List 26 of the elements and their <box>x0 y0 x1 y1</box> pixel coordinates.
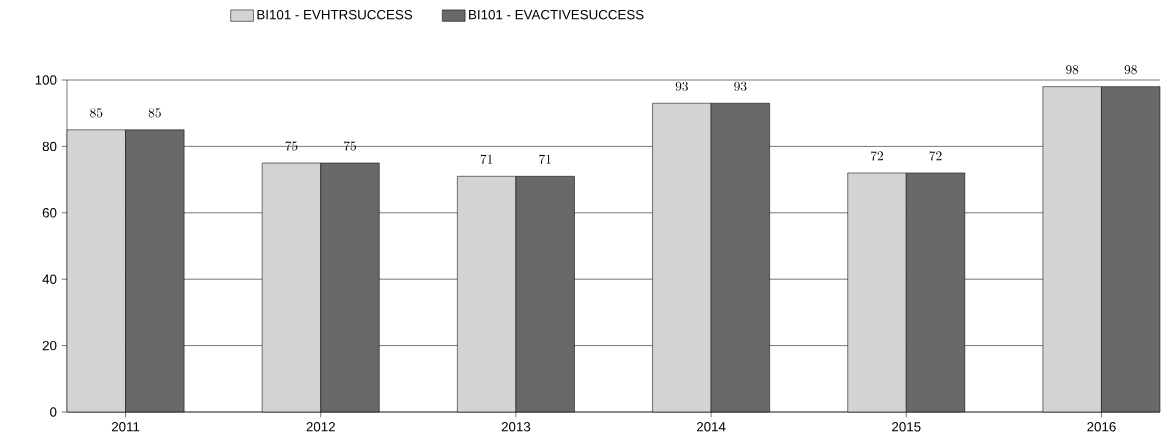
legend-label: BI101 - EVHTRSUCCESS <box>257 9 413 20</box>
data-label: 98 <box>1124 65 1137 75</box>
data-label: 75 <box>344 141 356 151</box>
data-label: 93 <box>675 81 688 91</box>
y-tick-label: 20 <box>42 340 57 351</box>
data-label: 85 <box>148 108 161 118</box>
y-tick-label: 80 <box>42 141 57 152</box>
x-tick-label: 2013 <box>501 422 531 432</box>
data-label: 98 <box>1066 65 1079 75</box>
x-tick-label: 2014 <box>696 422 726 432</box>
data-label: 72 <box>871 151 883 161</box>
y-tick-label: 100 <box>35 75 57 85</box>
data-label: 85 <box>90 108 103 118</box>
x-tick-label: 2015 <box>892 422 921 432</box>
x-tick-label: 2012 <box>306 422 335 432</box>
data-label: 72 <box>929 151 942 161</box>
y-tick-label: 60 <box>42 208 57 218</box>
y-tick-label: 40 <box>42 274 57 284</box>
x-tick-label: 2011 <box>111 422 140 432</box>
data-label: 93 <box>734 81 747 91</box>
x-tick-label: 2016 <box>1087 422 1116 432</box>
legend-label: BI101 - EVACTIVESUCCESS <box>469 9 644 20</box>
data-label: 75 <box>285 141 298 151</box>
data-label: 71 <box>480 154 493 164</box>
y-tick-label: 0 <box>50 407 57 417</box>
data-label: 71 <box>539 154 551 164</box>
